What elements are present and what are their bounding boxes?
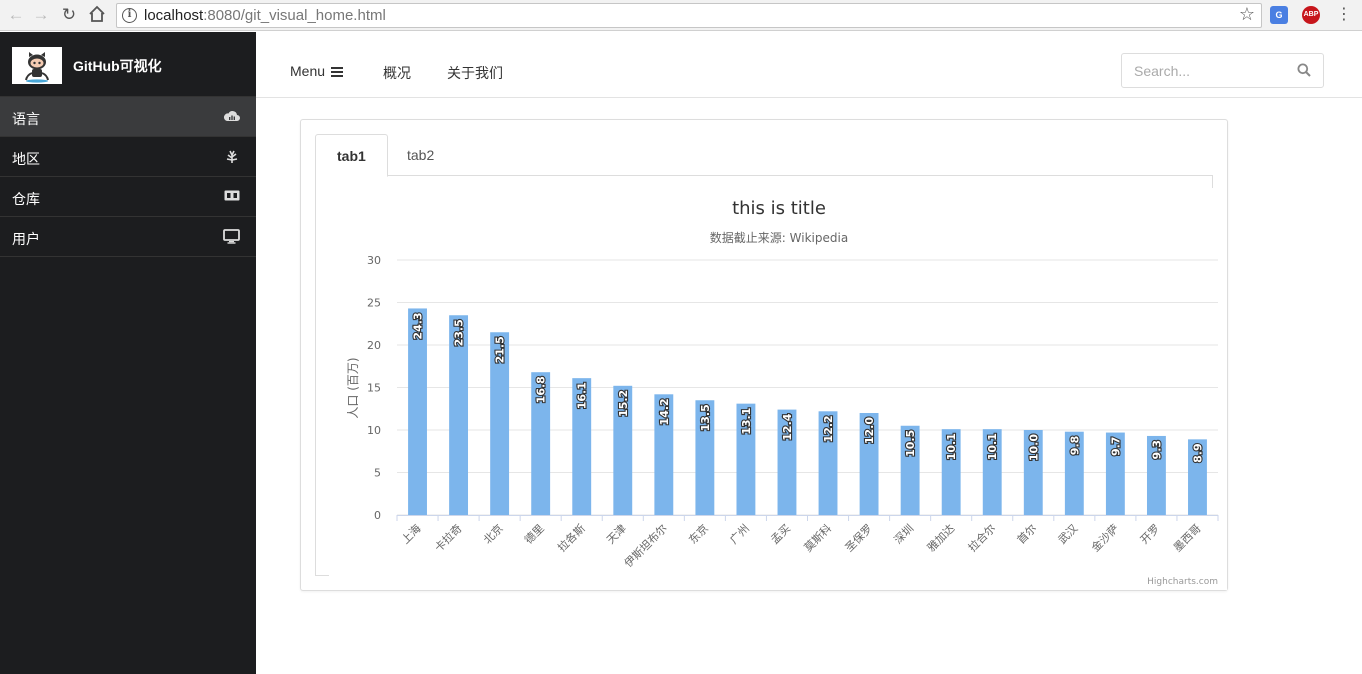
brand: GitHub可视化 bbox=[0, 32, 256, 97]
sidebar-item-label: 用户 bbox=[12, 231, 40, 247]
sidebar-item-repository[interactable]: 仓库 bbox=[0, 177, 256, 217]
tab-bar: tab1 tab2 bbox=[315, 134, 1213, 177]
nav-link-overview[interactable]: 概况 bbox=[383, 65, 411, 81]
y-tick-label: 10 bbox=[367, 424, 381, 437]
menu-label: Menu bbox=[290, 63, 326, 79]
bar[interactable] bbox=[1188, 439, 1207, 515]
bar[interactable] bbox=[1105, 432, 1125, 515]
browser-menu-icon[interactable]: ⋮ bbox=[1336, 6, 1352, 23]
leaf-icon bbox=[223, 149, 240, 164]
data-label: 9.8 bbox=[1068, 436, 1081, 456]
monitor-icon bbox=[223, 229, 240, 244]
data-label: 23.5 bbox=[453, 319, 466, 346]
hamburger-icon bbox=[330, 64, 343, 80]
adblock-extension-icon[interactable]: ABP bbox=[1302, 6, 1320, 24]
y-tick-label: 5 bbox=[374, 467, 381, 480]
bar[interactable] bbox=[695, 400, 715, 515]
tab-tab1[interactable]: tab1 bbox=[315, 134, 388, 177]
sidebar-item-label: 地区 bbox=[12, 151, 40, 167]
sidebar-item-user[interactable]: 用户 bbox=[0, 217, 256, 257]
data-label: 12.0 bbox=[863, 417, 876, 444]
data-label: 24.3 bbox=[412, 312, 425, 339]
address-bar[interactable]: i localhost:8080/git_visual_home.html ☆ bbox=[116, 3, 1262, 28]
data-label: 16.1 bbox=[576, 382, 589, 409]
bar[interactable] bbox=[449, 315, 469, 515]
sidebar: GitHub可视化 语言 地区 仓库 用户 bbox=[0, 32, 256, 674]
sidebar-item-language[interactable]: 语言 bbox=[0, 97, 256, 137]
data-label: 16.8 bbox=[535, 376, 548, 403]
data-label: 14.2 bbox=[658, 398, 671, 425]
nav-link-about[interactable]: 关于我们 bbox=[447, 65, 503, 81]
bar[interactable] bbox=[490, 332, 510, 515]
octocat-logo-icon[interactable] bbox=[12, 47, 62, 84]
bar[interactable] bbox=[736, 403, 756, 515]
sidebar-item-region[interactable]: 地区 bbox=[0, 137, 256, 177]
data-label: 10.1 bbox=[945, 433, 958, 460]
data-label: 21.5 bbox=[494, 336, 507, 363]
bar[interactable] bbox=[1064, 431, 1084, 515]
data-label: 9.7 bbox=[1109, 437, 1122, 457]
chart-title: this is title bbox=[732, 198, 826, 219]
info-icon[interactable]: i bbox=[122, 8, 137, 23]
data-label: 15.2 bbox=[617, 390, 630, 417]
search-box bbox=[1121, 53, 1324, 88]
data-label: 10.1 bbox=[986, 433, 999, 460]
bar[interactable] bbox=[1146, 435, 1166, 515]
chart-subtitle: 数据截止来源: Wikipedia bbox=[710, 230, 848, 245]
data-label: 13.1 bbox=[740, 408, 753, 435]
data-label: 10.0 bbox=[1027, 434, 1040, 461]
bar[interactable] bbox=[408, 308, 427, 515]
bar[interactable] bbox=[900, 425, 920, 515]
search-input[interactable] bbox=[1134, 63, 1284, 79]
back-arrow-icon[interactable]: ← bbox=[7, 5, 25, 24]
translate-extension-icon[interactable]: G bbox=[1270, 6, 1288, 24]
y-tick-label: 25 bbox=[367, 297, 381, 310]
search-icon[interactable] bbox=[1297, 63, 1311, 82]
data-label: 8.9 bbox=[1191, 443, 1204, 463]
data-label: 12.4 bbox=[781, 413, 794, 440]
bar[interactable] bbox=[777, 409, 797, 515]
bar[interactable] bbox=[613, 385, 633, 515]
chart-credits[interactable]: Highcharts.com bbox=[1147, 577, 1218, 587]
y-tick-label: 20 bbox=[367, 339, 381, 352]
y-tick-label: 15 bbox=[367, 382, 381, 395]
bar-chart: this is title 数据截止来源: Wikipedia 人口 (百万) … bbox=[329, 188, 1227, 590]
sidebar-item-label: 语言 bbox=[12, 111, 40, 127]
browser-toolbar: ← → ↻ i localhost:8080/git_visual_home.h… bbox=[0, 0, 1362, 31]
reload-icon[interactable]: ↻ bbox=[61, 5, 77, 24]
brand-title[interactable]: GitHub可视化 bbox=[73, 58, 162, 74]
bar[interactable] bbox=[572, 378, 592, 515]
bar[interactable] bbox=[859, 413, 879, 515]
tab-tab2[interactable]: tab2 bbox=[407, 147, 435, 163]
bar[interactable] bbox=[941, 429, 961, 515]
bar[interactable] bbox=[1023, 430, 1043, 515]
bar[interactable] bbox=[654, 394, 674, 515]
bar[interactable] bbox=[982, 429, 1002, 515]
data-label: 12.2 bbox=[822, 415, 835, 442]
bar[interactable] bbox=[531, 372, 551, 515]
top-navbar: Menu 概况 关于我们 bbox=[256, 32, 1362, 98]
bookmark-star-icon[interactable]: ☆ bbox=[1238, 4, 1255, 24]
data-label: 9.3 bbox=[1150, 440, 1163, 460]
data-label: 13.5 bbox=[699, 404, 712, 431]
y-tick-label: 30 bbox=[367, 254, 381, 267]
forward-arrow-icon[interactable]: → bbox=[32, 5, 50, 24]
box-icon bbox=[223, 189, 240, 204]
y-tick-label: 0 bbox=[374, 509, 381, 522]
url-text: localhost:8080/git_visual_home.html bbox=[144, 7, 386, 24]
cloud-chart-icon bbox=[223, 109, 240, 124]
sidebar-item-label: 仓库 bbox=[12, 191, 40, 207]
data-label: 10.5 bbox=[904, 430, 917, 457]
y-axis-label: 人口 (百万) bbox=[346, 357, 360, 418]
bar[interactable] bbox=[818, 411, 838, 515]
chart-svg: this is title 数据截止来源: Wikipedia 人口 (百万) … bbox=[329, 188, 1227, 590]
menu-toggle-button[interactable]: Menu bbox=[290, 63, 343, 80]
home-icon[interactable] bbox=[87, 5, 107, 25]
